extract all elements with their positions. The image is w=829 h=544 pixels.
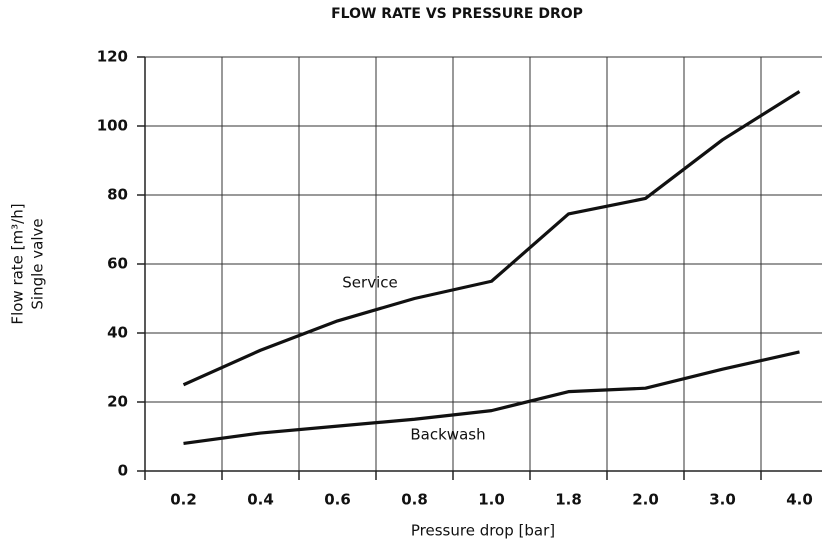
y-axis-label: Flow rate [m³/h] xyxy=(9,203,27,324)
chart-title: FLOW RATE VS PRESSURE DROP xyxy=(331,6,583,22)
x-axis-label: Pressure drop [bar] xyxy=(411,522,555,540)
series-line xyxy=(182,90,801,387)
y-tick-label: 120 xyxy=(97,48,128,66)
x-tick-label: 1.8 xyxy=(555,491,582,509)
y-tick-label: 60 xyxy=(107,255,128,273)
x-tick-label: 2.0 xyxy=(632,491,659,509)
x-tick-label: 0.4 xyxy=(247,491,274,509)
y-tick-label: 100 xyxy=(97,117,128,135)
y-tick-label: 80 xyxy=(107,186,128,204)
series-label: Service xyxy=(342,274,397,292)
x-tick-label: 1.0 xyxy=(478,491,505,509)
x-tick-label: 0.2 xyxy=(170,491,197,509)
y-tick-label: 0 xyxy=(118,462,128,480)
series-line xyxy=(183,350,800,445)
y-axis-label: Single valve xyxy=(29,218,47,309)
x-tick-label: 0.6 xyxy=(324,491,351,509)
series-label: Backwash xyxy=(410,426,485,444)
x-tick-label: 4.0 xyxy=(786,491,813,509)
x-tick-label: 3.0 xyxy=(709,491,736,509)
x-tick-label: 0.8 xyxy=(401,491,428,509)
y-tick-label: 40 xyxy=(107,324,128,342)
y-tick-label: 20 xyxy=(107,393,128,411)
